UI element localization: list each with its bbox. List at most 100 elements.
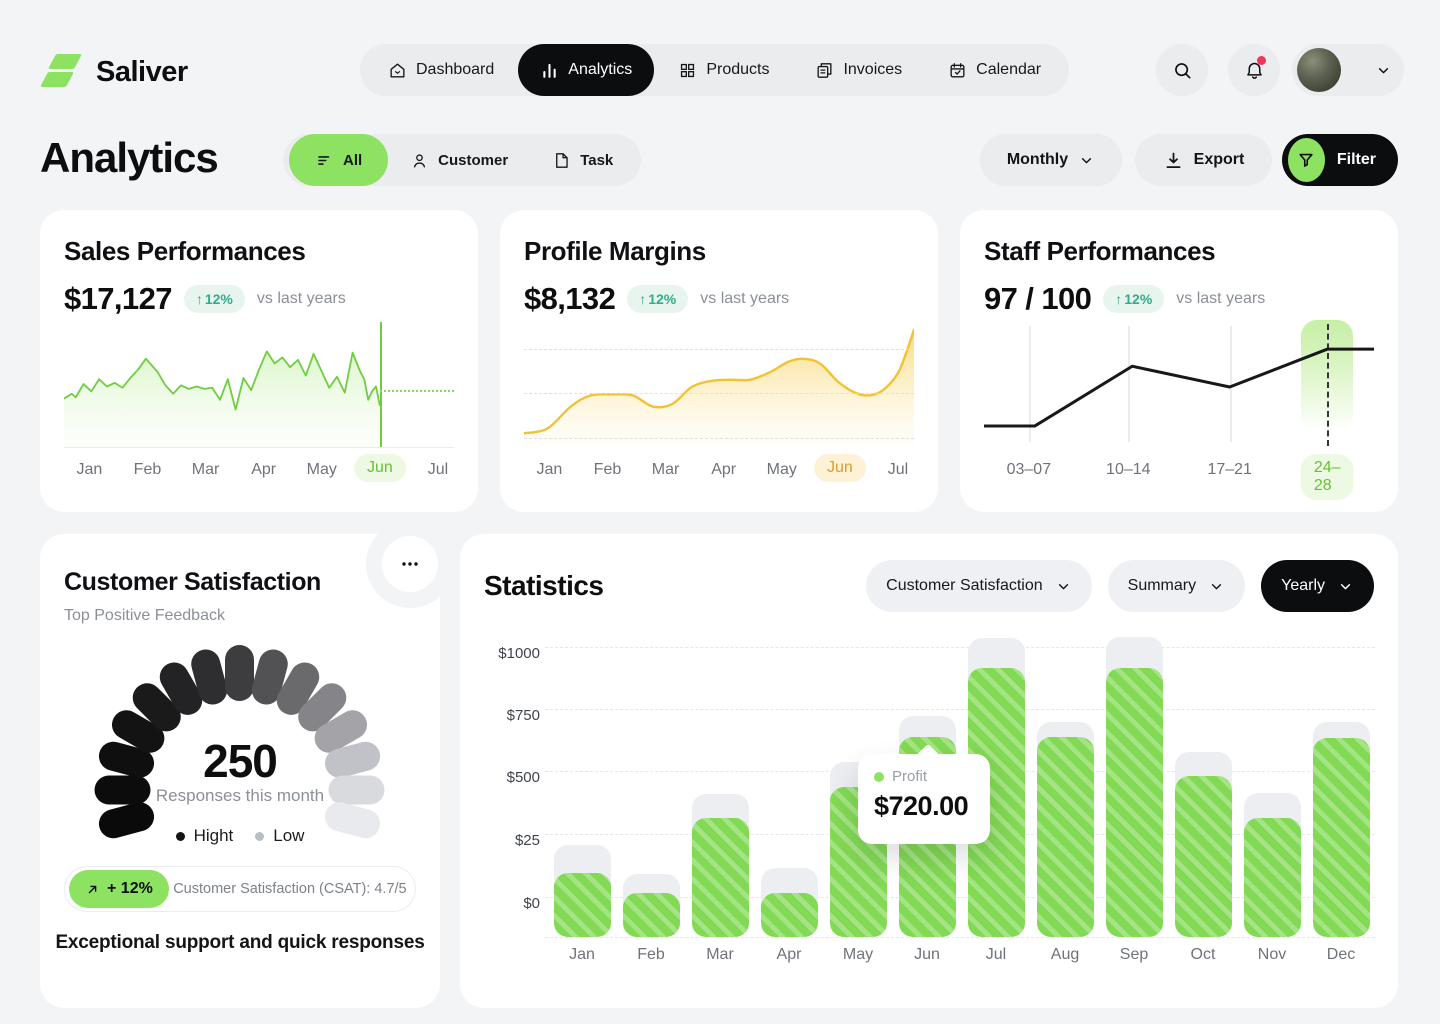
x-axis-label-active: Jun [813,454,866,482]
range-dropdown-label: Yearly [1281,577,1325,594]
x-axis-label: 10–14 [1106,461,1151,478]
filter-tab-customer[interactable]: Customer [388,138,530,182]
user-icon [410,151,429,170]
brand-logo[interactable]: Saliver [40,50,188,94]
invoice-icon [815,61,834,80]
bar-value [1105,668,1163,937]
y-axis-label: $0 [523,895,540,912]
nav-item-analytics[interactable]: Analytics [518,44,655,96]
filter-tab-label: All [343,151,363,169]
x-axis-label: Mar [191,461,220,478]
chevron-down-icon [1375,62,1392,79]
x-axis-label: Dec [1326,946,1356,963]
x-axis-label: May [842,946,874,963]
nav-item-calendar[interactable]: Calendar [926,44,1063,96]
arrow-up-right-icon [85,882,100,897]
bar-value [691,818,749,937]
tooltip-value: $720.00 [874,791,969,821]
legend-item-low: Low [255,826,304,846]
x-axis-label: Feb [637,946,665,963]
range-dropdown[interactable]: Yearly [1261,560,1374,612]
nav-item-products[interactable]: Products [656,44,791,96]
x-axis-label: May [306,461,337,478]
legend-dot [175,831,185,841]
bar-dec[interactable] [1312,722,1370,937]
legend-item-hight: Hight [175,826,234,846]
legend-dot [255,831,265,841]
filter-tab-label: Customer [438,151,509,169]
summary-dropdown[interactable]: Summary [1107,560,1246,612]
search-icon [1172,60,1193,81]
satisfaction-note: Exceptional support and quick responses [55,932,425,953]
home-icon [388,61,407,80]
y-axis-label: $25 [514,832,540,849]
bar-oct[interactable] [1174,752,1232,937]
filter-tab-label: Task [580,151,614,169]
sales-x-axis: Jan Feb Mar Apr May Jun Jul [64,454,454,488]
filter-tab-task[interactable]: Task [530,138,635,182]
x-axis-label: Aug [1050,946,1080,963]
bar-sep[interactable] [1105,637,1163,937]
notifications-button[interactable] [1228,44,1280,96]
nav-item-label: Invoices [843,61,903,78]
responses-count: 250 [203,735,278,787]
chevron-down-icon [1055,578,1072,595]
bar-feb[interactable] [622,874,680,937]
card-title: Statistics [484,570,604,601]
filter-button[interactable]: Filter [1282,134,1398,186]
search-button[interactable] [1156,44,1208,96]
export-button-label: Export [1193,151,1245,168]
nav-item-invoices[interactable]: Invoices [793,44,924,96]
card-subtitle: Top Positive Feedback [64,607,225,624]
period-dropdown[interactable]: Monthly [980,134,1122,186]
bar-aug[interactable] [1036,722,1094,937]
staff-chart [984,320,1374,448]
bar-jan[interactable] [553,845,611,937]
card-title: Profile Margins [524,236,706,266]
bar-apr[interactable] [760,868,818,937]
profile-margins-card: Profile Margins $8,132 ↑ 12% vs last year… [500,210,938,512]
sales-chart [64,322,454,448]
x-axis-label: Mar [651,461,680,478]
export-button[interactable]: Export [1135,134,1272,186]
compare-label: vs last years [256,290,346,307]
chevron-down-icon [1078,152,1095,169]
gridline [545,709,1375,710]
legend-label: Hight [193,826,234,845]
bar-mar[interactable] [691,794,749,937]
task-icon [552,151,571,170]
card-title: Customer Satisfaction [64,568,321,596]
nav-item-label: Dashboard [416,61,495,78]
tooltip-series-dot [874,771,884,782]
csat-score-label: Customer Satisfaction (CSAT): 4.7/5 [173,881,407,897]
responses-count-label: Responses this month [155,786,325,805]
x-axis-label: Feb [593,461,622,478]
bell-icon [1244,60,1265,81]
legend-label: Low [273,826,305,845]
download-icon [1163,150,1184,171]
statistics-card: Statistics Customer Satisfaction Summary… [460,534,1398,1008]
csat-summary-pill: + 12% Customer Satisfaction (CSAT): 4.7/… [64,866,416,912]
x-axis-label: 17–21 [1207,461,1252,478]
metric-dropdown[interactable]: Customer Satisfaction [866,560,1092,612]
period-dropdown-label: Monthly [1006,151,1069,168]
staff-value: 97 / 100 [984,281,1092,316]
gridline [545,937,1375,938]
filter-button-label: Filter [1336,151,1376,168]
account-menu[interactable] [1292,44,1404,96]
nav-item-dashboard[interactable]: Dashboard [366,44,516,96]
x-axis-label: Apr [711,461,737,478]
bar-nov[interactable] [1243,793,1301,937]
x-axis-label: Jan [536,461,563,478]
card-menu-button[interactable] [382,536,438,592]
filter-tab-all[interactable]: All [289,134,389,186]
x-axis-label: Jul [427,461,449,478]
bar-value [760,893,818,937]
current-marker-line [379,322,382,447]
notification-dot [1257,56,1266,65]
brand-name: Saliver [96,55,188,88]
x-axis-label: Jul [985,946,1007,963]
bar-value [1036,737,1094,937]
bar-value [1312,738,1370,937]
projection-dotted-line [379,390,454,393]
